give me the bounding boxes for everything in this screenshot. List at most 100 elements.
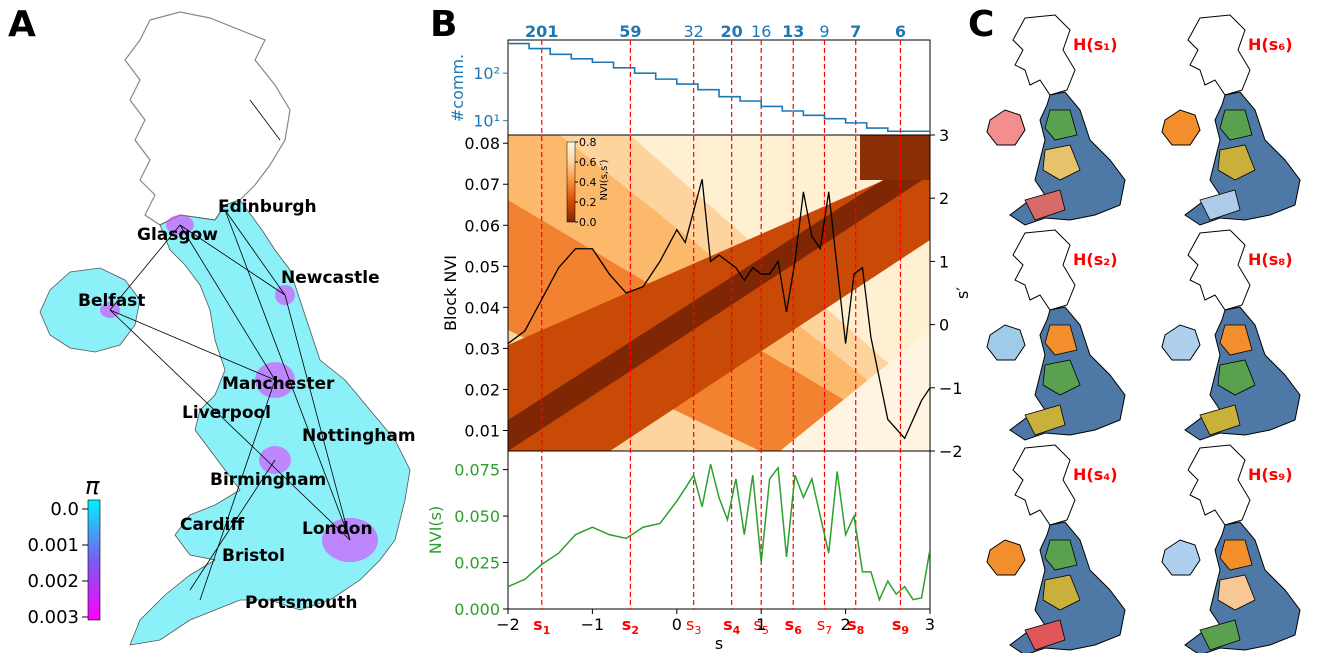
ireland-landmass [39, 267, 141, 353]
pi-colorbar-label: π [85, 472, 100, 500]
map-region-north [1044, 324, 1078, 356]
hierarchy-map-title: H(s₈) [1248, 250, 1293, 269]
scale-marker-symbol: s [892, 615, 902, 634]
hierarchy-map-title: H(s₂) [1073, 250, 1118, 269]
scale-markers: s1 s2 s3 s4 s5 s6 s7 s8 s9 [533, 40, 909, 637]
hierarchy-map: H(s₄) [986, 444, 1126, 653]
hierarchy-map: H(s₈) [1161, 229, 1301, 441]
scale-marker-symbol: s [847, 615, 857, 634]
map-region-midlands [1042, 574, 1081, 611]
community-count-label: 201 [525, 22, 558, 41]
map-northern-ireland [1161, 539, 1201, 576]
pi-colorbar-ticks: 0.0 0.001 0.002 0.003 [27, 499, 88, 628]
nvi-s-ylabel: NVI(s) [426, 506, 445, 554]
city-label-belfast: Belfast [78, 291, 145, 311]
city-label-glasgow: Glasgow [137, 225, 218, 245]
hierarchy-map-title: H(s₆) [1248, 35, 1293, 54]
network-links [109, 99, 351, 601]
map-northern-ireland [1161, 324, 1201, 361]
sprime-tick-label: 1 [939, 252, 949, 271]
nvi-s-line [508, 463, 930, 602]
map-region-north [1044, 109, 1078, 141]
scotland-outline [124, 11, 291, 226]
map-northern-ireland [986, 324, 1026, 361]
block-nvi-ylabel: Block NVI [441, 255, 460, 331]
map-scotland [1187, 444, 1251, 526]
city-label-edinburgh: Edinburgh [218, 197, 317, 217]
x-tick-label: −1 [581, 615, 605, 634]
communities-plot [508, 42, 930, 135]
scale-marker-symbol: s [622, 615, 632, 634]
map-region-north [1219, 324, 1253, 356]
nvi-colorbar: 0.0 0.2 0.4 0.6 0.8 NVI(s,s′) [566, 136, 610, 229]
pi-tick-label: 0.001 [27, 535, 79, 556]
nvi-y-tick-label: 0.050 [454, 507, 500, 526]
scale-marker-symbol: s [817, 615, 825, 634]
community-count-label: 20 [721, 22, 743, 41]
hierarchy-map-title: H(s₁) [1073, 35, 1118, 54]
block-nvi-tick-label: 0.05 [464, 257, 500, 276]
map-scotland [1012, 229, 1076, 311]
scale-marker-label: s4 [723, 615, 741, 637]
community-count-label: 9 [819, 22, 829, 41]
sprime-curve [508, 179, 930, 440]
nvi-colorbar-label: NVI(s,s′) [599, 159, 610, 200]
heatmap-corner-dark [860, 135, 930, 180]
nvi-y-tick-label: 0.025 [454, 554, 500, 573]
panel-b: 0.00.20.40.60.8 NVI(s,s′) s1 s2 s3 s4 s5 s6 s7… [426, 22, 972, 653]
hierarchy-maps: H(s₁) H(s₆) H(s₂) H(s₈) H(s₄) H(s₉) [986, 14, 1301, 653]
hierarchy-map-title: H(s₉) [1248, 465, 1293, 484]
scale-marker-label: s1 [533, 615, 550, 637]
panel-label-a: A [8, 4, 36, 45]
map-scotland [1012, 444, 1076, 526]
city-label-portsmouth: Portsmouth [245, 593, 358, 613]
block-nvi-tick-label: 0.08 [464, 134, 500, 153]
x-tick-label: 3 [925, 615, 935, 634]
map-northern-ireland [1161, 109, 1201, 146]
scale-marker-subscript: 7 [825, 624, 832, 637]
scale-marker-label: s6 [785, 615, 803, 637]
pi-tick-label: 0.002 [27, 571, 79, 592]
map-region-north [1219, 109, 1253, 141]
sprime-tick-label: −1 [939, 379, 963, 398]
city-label-cardiff: Cardiff [180, 515, 244, 535]
scale-marker-label: s7 [817, 615, 832, 637]
scale-marker-symbol: s [785, 615, 795, 634]
communities-tick-label: 10² [473, 64, 500, 83]
community-count-label: 32 [684, 22, 704, 41]
scale-marker-label: s3 [686, 615, 701, 637]
community-count-labels: 201 59 32 20 16 13 9 7 6 [525, 22, 906, 41]
nvi-tick-label: 0.6 [579, 156, 597, 169]
scale-marker-subscript: 4 [733, 624, 741, 637]
city-label-manchester: Manchester [222, 374, 335, 394]
sprime-tick-label: 0 [939, 316, 949, 335]
nvi-colorbar-ticks: 0.0 0.2 0.4 0.6 0.8 [575, 136, 597, 229]
nvi-plot [508, 463, 930, 602]
map-scotland [1187, 14, 1251, 96]
x-tick-label: 1 [756, 615, 766, 634]
pi-colorbar-bar [87, 499, 101, 621]
community-count-label: 59 [619, 22, 641, 41]
hierarchy-map: H(s₉) [1161, 444, 1301, 653]
communities-line [508, 42, 930, 135]
nvi-colorbar-bar [566, 141, 576, 223]
map-region-southwest [1199, 404, 1241, 436]
city-label-london: London [302, 519, 373, 539]
map-region-southwest [1199, 189, 1241, 221]
map-scotland [1187, 229, 1251, 311]
pi-colorbar: π 0.0 0.001 0.002 0.003 [27, 472, 101, 628]
map-region-midlands [1217, 359, 1256, 396]
city-label-liverpool: Liverpool [182, 403, 271, 423]
map-northern-ireland [986, 109, 1026, 146]
map-scotland [1012, 14, 1076, 96]
panel-label-c: C [968, 4, 995, 45]
scale-marker-symbol: s [754, 615, 762, 634]
hierarchy-map: H(s₁) [986, 14, 1126, 226]
sprime-ylabel: s′ [953, 287, 972, 299]
block-nvi-tick-label: 0.07 [464, 175, 500, 194]
nvi-tick-label: 0.8 [579, 136, 597, 149]
nvi-tick-label: 0.2 [579, 196, 597, 209]
x-axis-label: s [715, 634, 723, 653]
map-region-southwest [1024, 619, 1066, 651]
